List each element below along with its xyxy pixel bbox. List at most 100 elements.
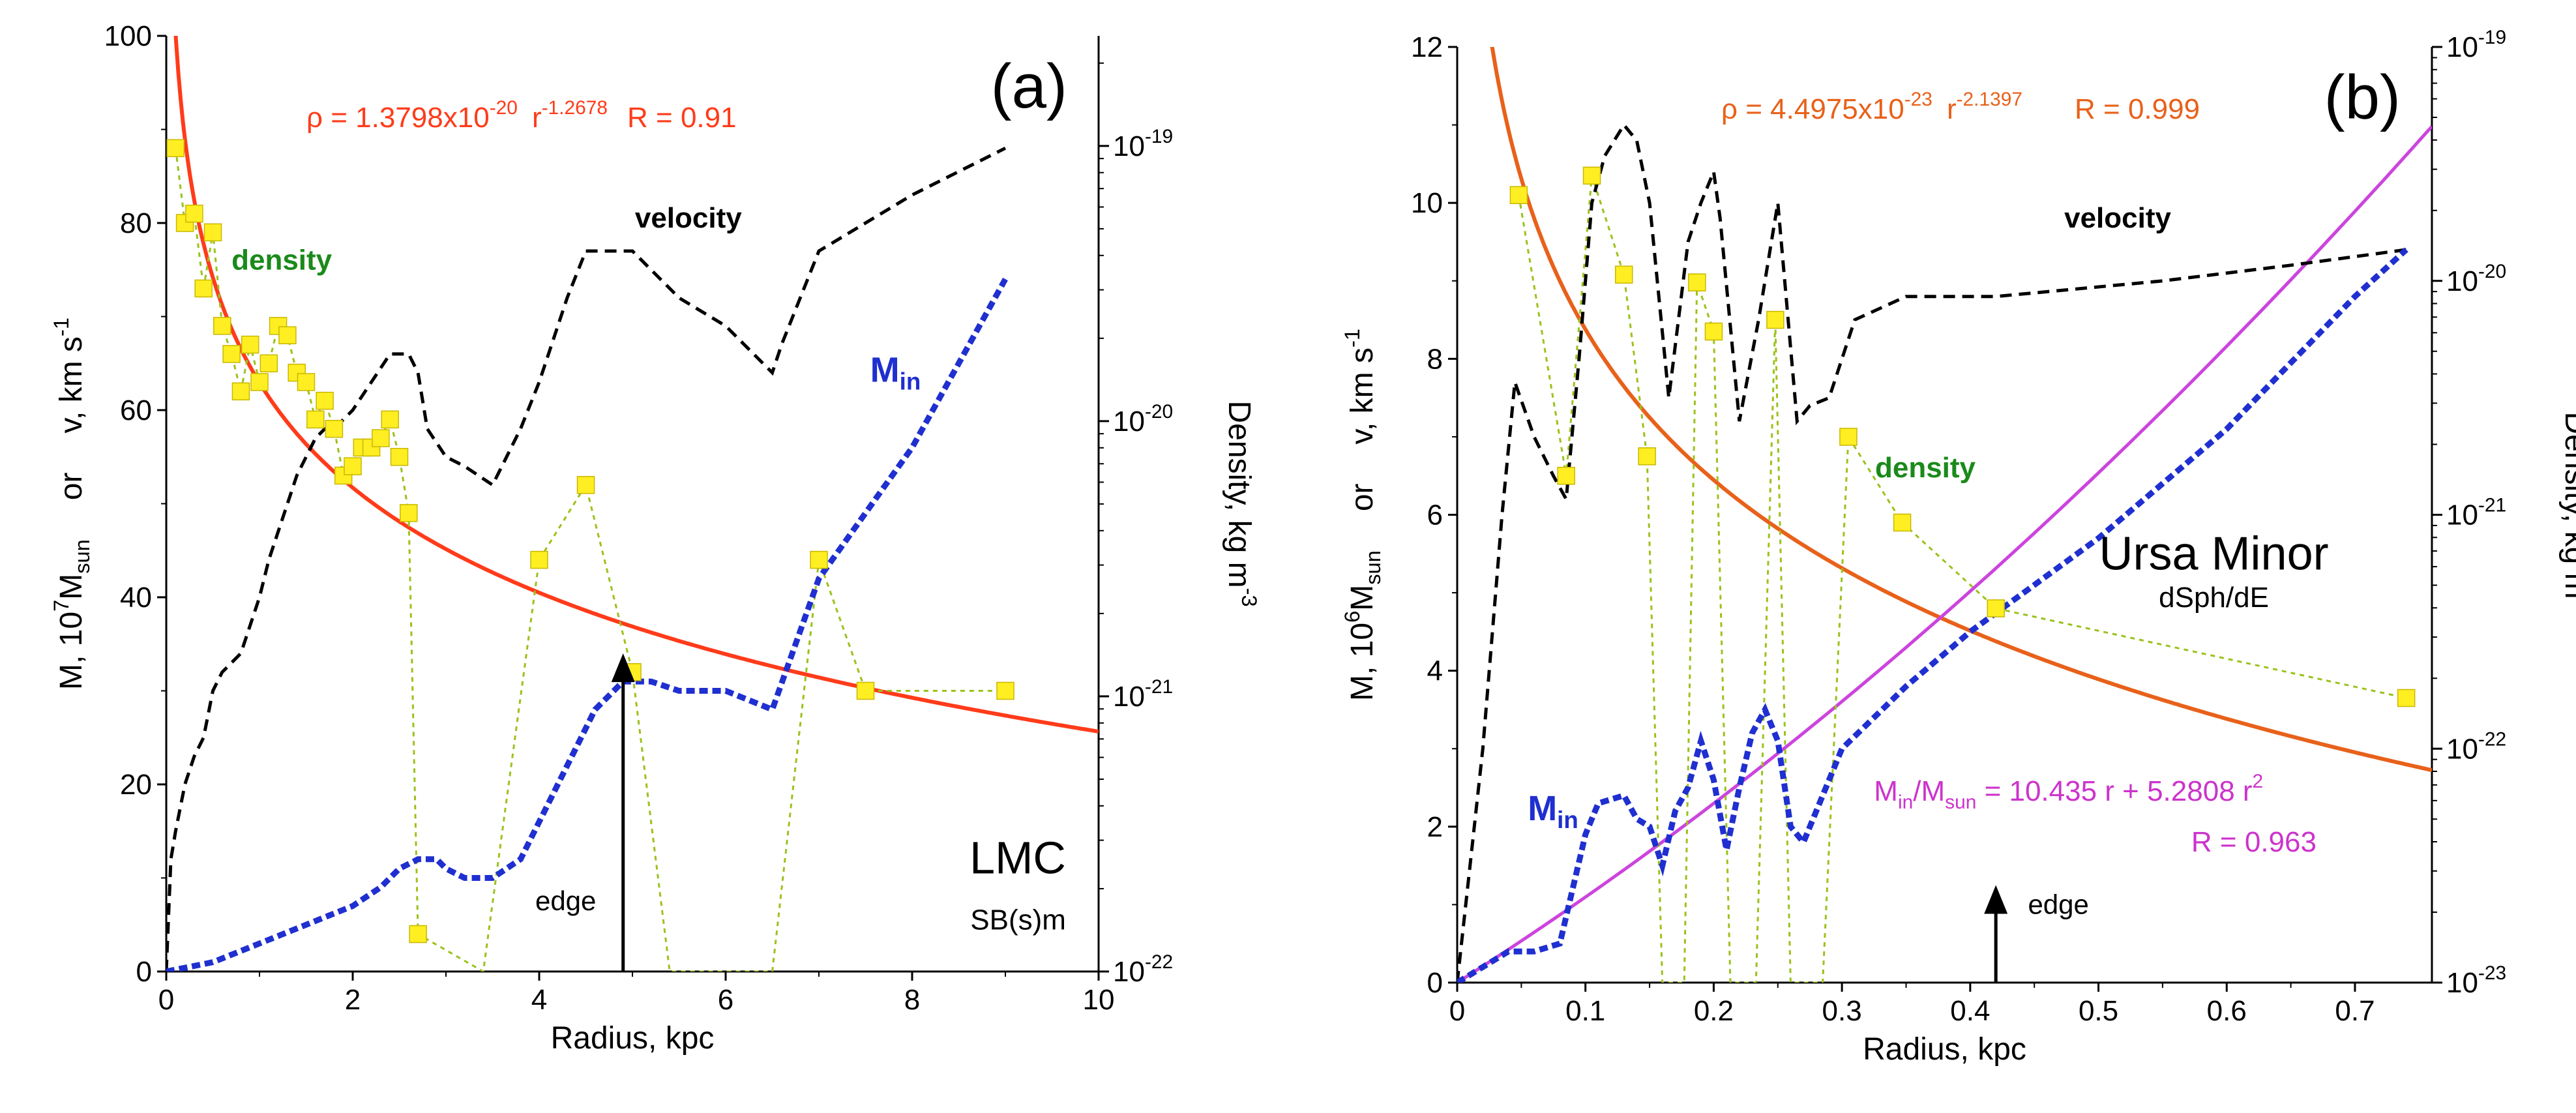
density-point	[1839, 428, 1858, 446]
density-point	[306, 410, 325, 429]
y2-tick-label: 10-20	[2446, 261, 2506, 297]
min-label-part-0: M	[870, 351, 900, 390]
panel-a: 0 2 4 6 8 1002040608010010-2210-2110-2010-19R…	[49, 20, 1262, 1056]
min-series-line	[1457, 247, 2408, 983]
y2-tick-label: 10-21	[2446, 495, 2506, 531]
plot-area	[166, 36, 1099, 972]
density-point	[297, 373, 316, 391]
density-fit-equation: ρ = 1.3798x10-20 r-1.2678 R = 0.91	[306, 97, 737, 134]
density-point	[856, 681, 875, 700]
min-series-line	[166, 277, 1008, 972]
y-axis-label-part-5: v, km s	[54, 336, 89, 433]
y-axis-label-part-6: -1	[1340, 329, 1364, 348]
density-point	[1893, 513, 1912, 532]
density-point	[194, 279, 213, 298]
density-point	[1557, 466, 1575, 485]
galaxy-name: LMC	[970, 832, 1066, 883]
y-axis-label-part-5: v, km s	[1345, 348, 1380, 444]
density-fit-curve	[173, 36, 1099, 734]
edge-label: edge	[2028, 889, 2088, 919]
y-tick-label: 20	[120, 769, 152, 801]
edge-arrow-head	[611, 653, 635, 683]
density-fit-equation-part-0: ρ = 4.4975x10	[1721, 93, 1904, 125]
density-point	[278, 326, 297, 344]
y-axis-label-part-3: sun	[1361, 550, 1385, 585]
y-tick-label: 0	[1427, 967, 1443, 999]
x-axis-label: Radius, kpc	[551, 1021, 715, 1056]
panel-label: (b)	[2324, 63, 2401, 132]
x-tick-label: 8	[904, 984, 920, 1016]
x-tick-label: 0.3	[1822, 995, 1862, 1027]
density-label: density	[1875, 452, 1976, 484]
density-point	[381, 410, 399, 429]
y2-tick-label: 10-19	[2446, 27, 2506, 63]
x-tick-label: 4	[531, 984, 547, 1016]
y2-tick-label-part-0: 10	[1113, 406, 1145, 438]
edge-label: edge	[535, 885, 596, 916]
y-tick-label: 80	[120, 207, 152, 239]
density-point	[530, 550, 548, 569]
density-point	[241, 335, 259, 354]
density-point	[213, 317, 231, 335]
velocity-series-line	[1457, 122, 2407, 983]
y-tick-label: 8	[1427, 343, 1443, 375]
density-point	[576, 476, 595, 494]
y-axis-label: M, 107Msun or v, km s-1	[49, 318, 94, 690]
density-point	[185, 204, 203, 223]
y-tick-label: 60	[120, 394, 152, 426]
density-point	[372, 429, 390, 447]
density-fit-curve	[1490, 47, 2432, 773]
min-label-part-1: in	[900, 368, 921, 395]
y-tick-label: 4	[1427, 655, 1443, 687]
y2-tick-label-part-1: -20	[1145, 401, 1173, 423]
panel-b: 0 0.1 0.2 0.3 0.4 0.5 0.6 0.702468101210-2310-2…	[1340, 27, 2576, 1067]
density-point	[996, 681, 1014, 700]
density-fit-equation-part-4: R = 0.999	[2075, 93, 2200, 125]
density-point	[166, 139, 185, 157]
y-axis-label-part-4: or	[54, 472, 89, 500]
y2-tick-label-part-1: -23	[2478, 962, 2506, 984]
galaxy-name: Ursa Minor	[2099, 527, 2329, 580]
x-tick-label: 6	[718, 984, 733, 1016]
edge-arrow-head	[1984, 885, 2008, 914]
y2-tick-label-part-0: 10	[2446, 733, 2478, 765]
x-tick-label: 10	[1083, 984, 1115, 1016]
density-point	[325, 419, 344, 438]
y2-tick-label: 10-22	[1113, 951, 1173, 988]
density-point	[1614, 265, 1633, 284]
density-fit-equation-part-1: -23	[1904, 89, 1932, 110]
y2-axis-label-part-1: -3	[2574, 599, 2576, 618]
x-tick-label: 0.4	[1950, 995, 1990, 1027]
density-point	[1638, 447, 1656, 466]
y-axis-label-part-3: sun	[70, 539, 94, 574]
y-axis-label-part-6: -1	[49, 318, 73, 336]
panel-label: (a)	[991, 52, 1067, 121]
density-point	[2397, 689, 2416, 707]
density-point	[316, 391, 334, 410]
y2-tick-label-part-1: -19	[1145, 126, 1173, 147]
y-axis-label-part-1: 6	[1340, 611, 1364, 623]
density-point	[344, 457, 362, 475]
mass-fit-equation-part-1: in	[1898, 792, 1913, 813]
density-point	[409, 925, 427, 943]
density-point	[390, 448, 409, 466]
y-axis-label-part-0: M, 10	[1345, 623, 1380, 701]
y2-tick-label-part-0: 10	[1113, 681, 1145, 713]
x-tick-label: 0.7	[2335, 995, 2375, 1027]
min-label: Min	[870, 351, 921, 395]
y-tick-label: 12	[1411, 31, 1443, 63]
density-point	[1582, 166, 1601, 185]
mass-fit-curve	[1457, 125, 2432, 983]
mass-fit-equation-part-3: sun	[1945, 792, 1976, 813]
x-tick-label: 0	[1449, 995, 1465, 1027]
density-point	[259, 354, 278, 372]
mass-fit-equation-part-4: = 10.435 r + 5.2808 r	[1976, 775, 2252, 807]
y2-tick-label: 10-20	[1113, 401, 1173, 438]
density-fit-equation-part-4: R = 0.91	[627, 102, 737, 134]
y2-tick-label-part-0: 10	[2446, 967, 2478, 999]
mass-fit-equation-part-0: M	[1874, 775, 1898, 807]
y2-tick-label-part-1: -21	[1145, 676, 1173, 698]
y2-tick-label-part-1: -21	[2478, 495, 2506, 516]
y-tick-label: 40	[120, 582, 152, 614]
y2-tick-label-part-0: 10	[1113, 130, 1145, 162]
